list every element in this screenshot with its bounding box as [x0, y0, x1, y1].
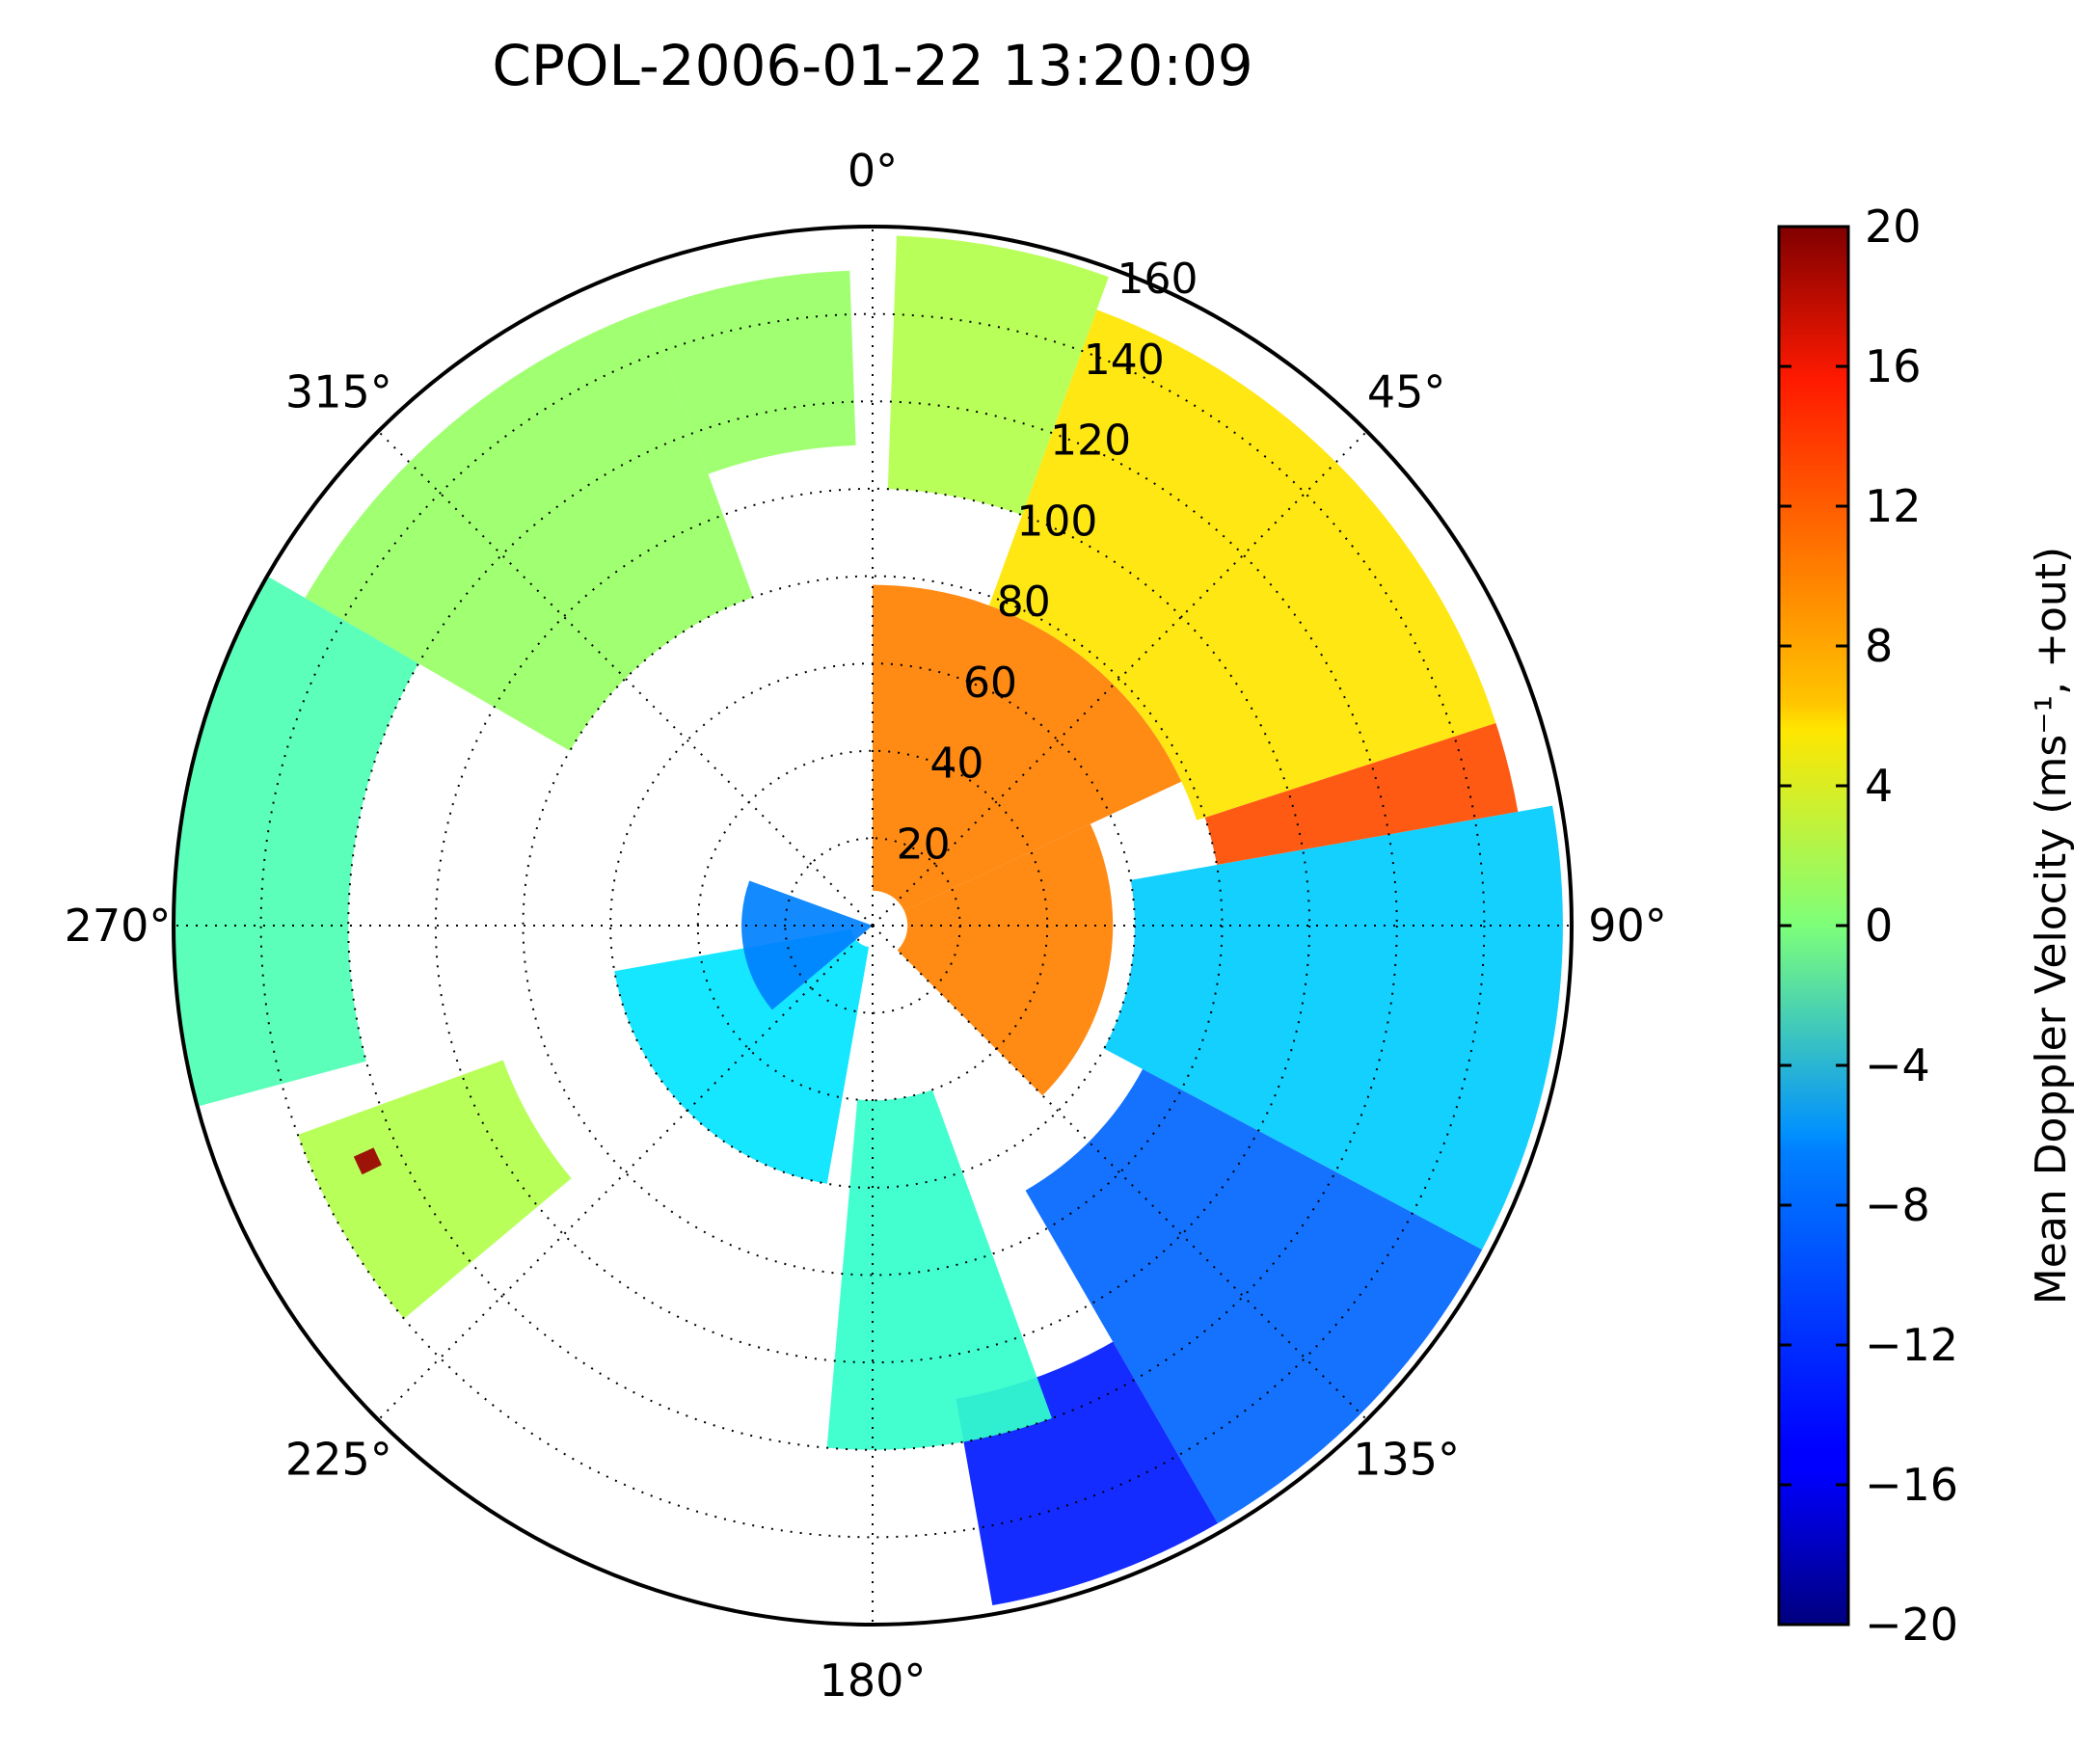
angle-spoke-5	[377, 925, 874, 1421]
cbar-label--4: −4	[1865, 1039, 1930, 1091]
range-ring-100	[434, 487, 1311, 1364]
angle-label-5: 225°	[285, 1434, 392, 1486]
angle-spoke-1	[872, 430, 1368, 927]
range-label-60: 60	[963, 659, 1017, 708]
cbar-label-4: 4	[1865, 760, 1893, 812]
range-label-100: 100	[1016, 497, 1097, 546]
velocity-region-11	[305, 309, 754, 751]
angle-label-4: 180°	[820, 1654, 927, 1707]
colorbar-label: Mean Doppler Velocity (ms⁻¹, +out)	[2027, 547, 2076, 1304]
velocity-region-12	[648, 270, 856, 474]
range-label-120: 120	[1050, 417, 1131, 466]
range-ring-80	[522, 575, 1224, 1277]
cbar-label-20: 20	[1865, 201, 1922, 253]
colorbar-ticks: 20 16 12 8 4 0 −4 −8 −12 −16 −20	[1779, 201, 1958, 1651]
velocity-region-2	[988, 309, 1496, 820]
angle-label-2: 90°	[1588, 900, 1667, 952]
angle-label-7: 315°	[285, 365, 392, 417]
cbar-label--20: −20	[1865, 1599, 1958, 1651]
range-ring-120	[347, 400, 1398, 1451]
velocity-region-10	[741, 880, 873, 1010]
chart-title: CPOL-2006-01-22 13:20:09	[492, 33, 1252, 98]
angle-label-6: 270°	[65, 900, 172, 952]
cbar-label--16: −16	[1865, 1459, 1958, 1511]
range-ring-140	[259, 312, 1486, 1539]
cbar-label-16: 16	[1865, 340, 1922, 392]
range-label-140: 140	[1084, 336, 1165, 385]
range-label-80: 80	[997, 578, 1051, 627]
angle-tick-labels: 0° 45° 90° 135° 180° 225° 270° 315°	[65, 145, 1667, 1707]
angle-label-3: 135°	[1353, 1434, 1460, 1486]
range-label-160: 160	[1117, 255, 1198, 304]
range-label-40: 40	[929, 740, 983, 789]
cbar-label--12: −12	[1865, 1319, 1958, 1371]
velocity-region-13	[174, 576, 419, 1107]
angle-spoke-7	[377, 430, 874, 927]
velocity-field	[174, 235, 1563, 1606]
cbar-label-0: 0	[1865, 900, 1893, 952]
angle-label-0: 0°	[848, 145, 898, 197]
polar-grid	[174, 227, 1572, 1625]
angle-spoke-3	[872, 925, 1368, 1421]
velocity-region-14	[297, 1060, 572, 1319]
velocity-region-8	[826, 1089, 1052, 1450]
range-label-20: 20	[897, 820, 951, 869]
cbar-label-8: 8	[1865, 620, 1893, 672]
velocity-region-0	[873, 584, 1182, 911]
velocity-region-5	[1104, 805, 1563, 1250]
cbar-label--8: −8	[1865, 1179, 1930, 1231]
velocity-region-15	[353, 1147, 382, 1175]
range-tick-labels: 20 40 60 80 100 120 140 160	[897, 255, 1198, 869]
velocity-region-4	[1204, 722, 1519, 866]
polar-frame	[172, 225, 1574, 1627]
velocity-region-6	[1025, 1068, 1483, 1524]
velocity-region-3	[887, 235, 1109, 516]
angle-label-1: 45°	[1367, 365, 1446, 417]
velocity-region-9	[614, 928, 870, 1184]
cbar-label-12: 12	[1865, 480, 1922, 532]
velocity-region-1	[897, 823, 1114, 1096]
